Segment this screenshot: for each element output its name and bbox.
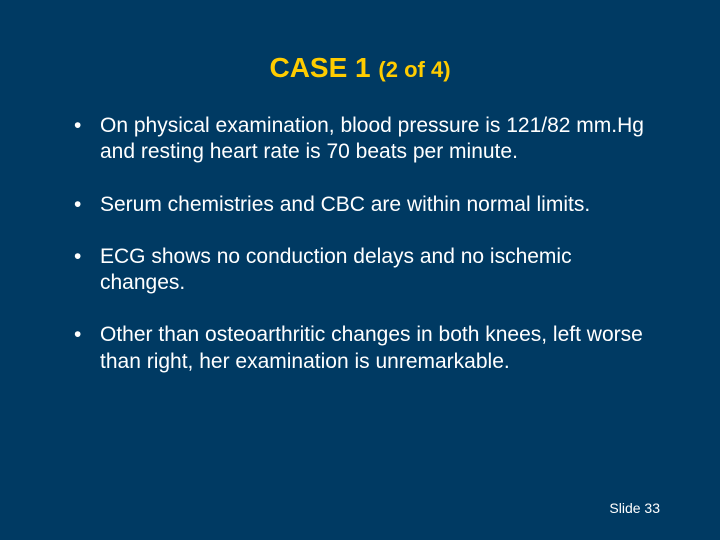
slide-footer: Slide 33 <box>609 500 660 516</box>
bullet-item: ECG shows no conduction delays and no is… <box>60 244 660 297</box>
slide-container: CASE 1 (2 of 4) On physical examination,… <box>0 0 720 540</box>
bullet-item: Other than osteoarthritic changes in bot… <box>60 322 660 375</box>
bullet-list: On physical examination, blood pressure … <box>60 113 660 375</box>
title-main: CASE 1 <box>269 52 378 83</box>
slide-title: CASE 1 (2 of 4) <box>60 48 660 85</box>
bullet-item: Serum chemistries and CBC are within nor… <box>60 192 660 218</box>
title-sub: (2 of 4) <box>378 57 450 82</box>
bullet-item: On physical examination, blood pressure … <box>60 113 660 166</box>
